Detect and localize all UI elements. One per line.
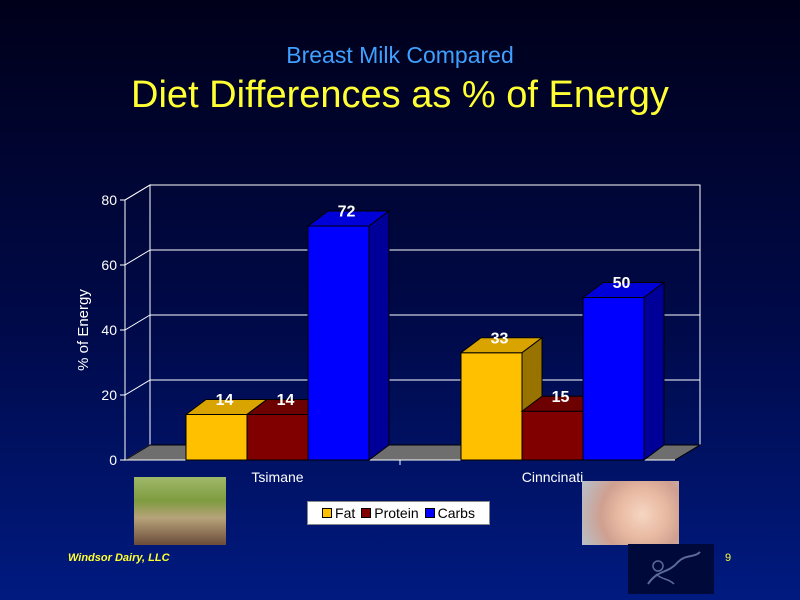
legend-swatch-fat	[322, 508, 333, 518]
footer-credit: Windsor Dairy, LLC	[68, 552, 170, 564]
y-axis-label: % of Energy	[75, 289, 92, 371]
data-label: 50	[613, 275, 631, 292]
bar-protein-front	[521, 410, 584, 461]
baby-photo	[582, 481, 679, 545]
bar-fat-front	[460, 352, 523, 461]
gridline-side	[124, 314, 151, 331]
page-number: 9	[725, 552, 732, 564]
y-tick-label: 60	[101, 257, 117, 273]
legend-item-protein: Protein	[361, 505, 419, 521]
legend-item-carbs: Carbs	[424, 505, 475, 521]
data-label: 33	[491, 330, 509, 347]
chart-legend: Fat Protein Carbs	[307, 501, 490, 525]
bar-protein-front	[246, 414, 309, 461]
legend-swatch-carbs	[424, 508, 435, 518]
family-photo	[134, 477, 226, 545]
company-logo	[628, 544, 714, 594]
gridline-side	[124, 379, 151, 396]
slide-title: Diet Differences as % of Energy	[131, 74, 669, 116]
legend-swatch-protein	[361, 508, 372, 518]
y-tick-label: 0	[109, 452, 117, 468]
slide-subtitle: Breast Milk Compared	[286, 42, 514, 68]
bar-carbs-side	[643, 281, 665, 461]
gridline-side	[124, 249, 151, 266]
data-label: 14	[216, 392, 234, 409]
bar-fat-front	[185, 414, 248, 461]
logo-sketch-icon	[647, 551, 701, 585]
legend-label-carbs: Carbs	[437, 505, 475, 521]
data-label: 15	[552, 389, 570, 406]
y-tick-label: 40	[101, 322, 117, 338]
y-tick-label: 20	[101, 387, 117, 403]
x-tick-label: Tsimane	[251, 469, 303, 485]
bar-carbs-side	[368, 210, 390, 461]
x-tick-label: Cinncinati	[522, 469, 583, 485]
data-label: 14	[277, 392, 295, 409]
legend-label-protein: Protein	[374, 505, 419, 521]
bar-carbs-front	[307, 225, 370, 461]
legend-item-fat: Fat	[322, 505, 355, 521]
bar-carbs-front	[582, 297, 645, 461]
y-tick-label: 80	[101, 192, 117, 208]
gridline-side	[124, 184, 151, 201]
data-label: 72	[338, 204, 356, 221]
legend-label-fat: Fat	[335, 505, 356, 521]
